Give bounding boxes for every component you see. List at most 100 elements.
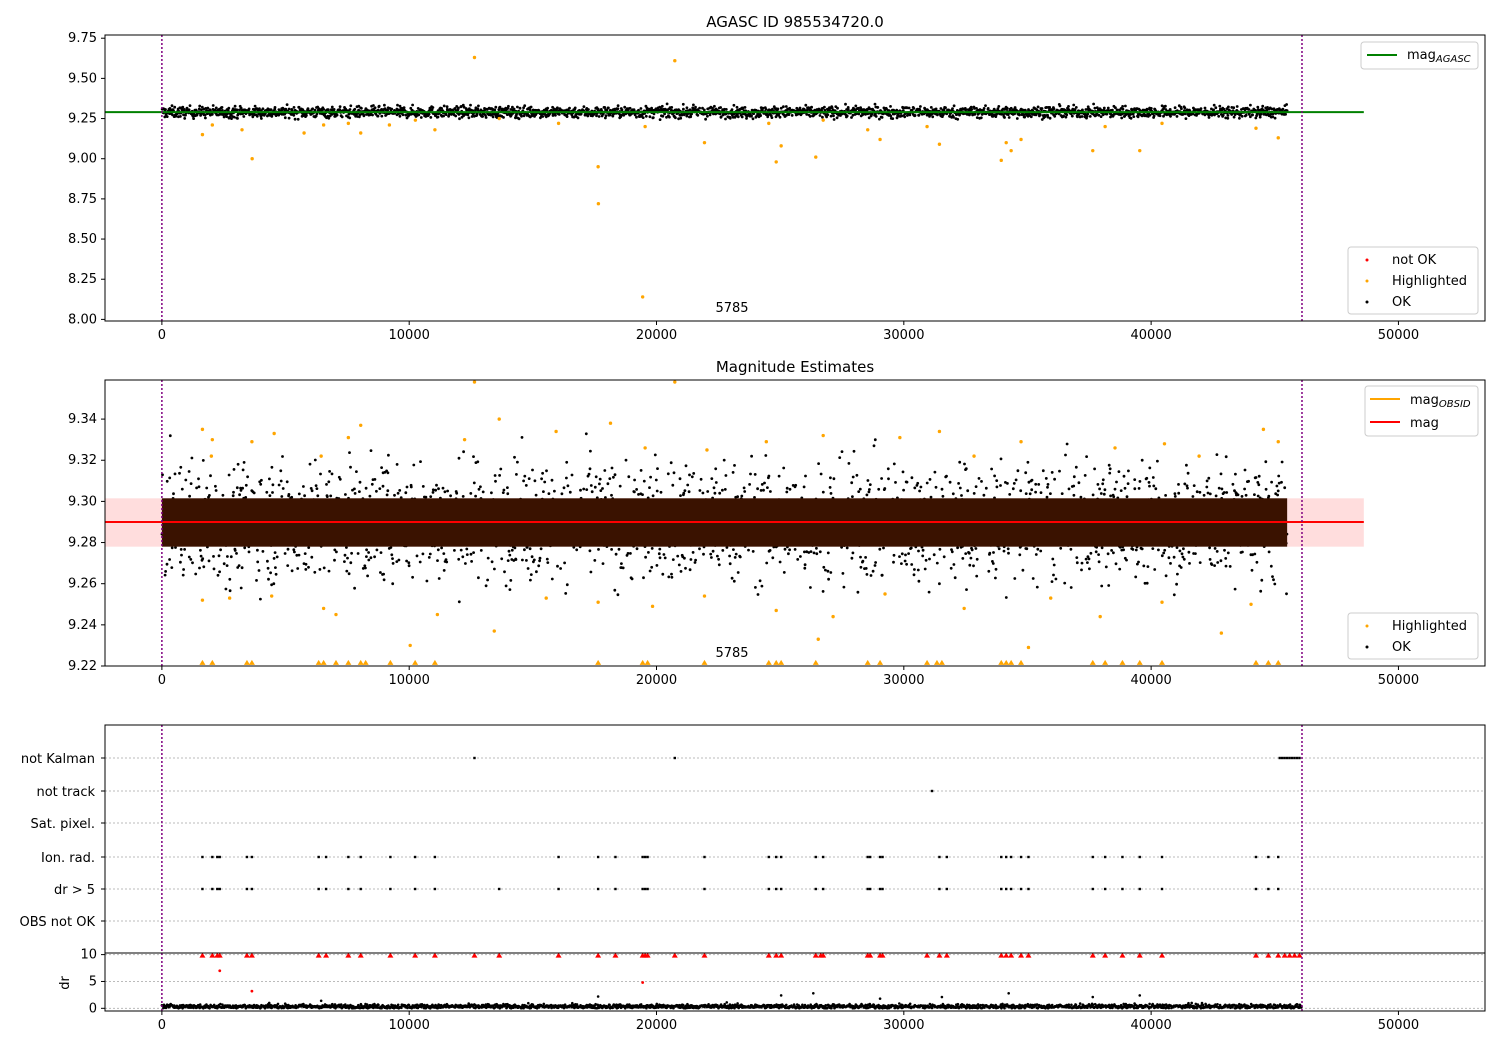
p2-ok-point <box>1039 549 1043 553</box>
p2-ok-point <box>533 479 537 483</box>
p2-ok-point <box>490 560 494 564</box>
p2-ok-point <box>653 453 657 457</box>
p1-ok-point <box>362 114 366 118</box>
p1-highlighted-point <box>387 123 392 127</box>
p2-ok-point <box>809 586 812 589</box>
p2-ok-point <box>1142 564 1146 568</box>
p1-ok-point <box>442 114 445 118</box>
p2-ok-point <box>1014 478 1018 482</box>
p1-ok-point <box>952 115 955 119</box>
p1-highlighted-point <box>878 137 882 142</box>
p2-ok-point <box>1125 495 1129 499</box>
p2-ok-point <box>508 553 512 557</box>
p2-ok-point <box>398 489 402 492</box>
p2-ok-point <box>803 566 807 570</box>
p1-ytick-label: 8.25 <box>68 272 97 287</box>
p2-ok-point <box>235 552 238 555</box>
p2-ok-point <box>1089 551 1093 555</box>
p2-ok-point <box>732 548 735 551</box>
p1-ok-point <box>1070 114 1074 118</box>
p2-ok-point <box>642 479 646 483</box>
p2-ok-point <box>1077 481 1081 485</box>
p2-ok-point <box>778 560 782 564</box>
p2-ok-point <box>358 490 361 493</box>
p2-ok-point <box>923 567 927 571</box>
p1-highlighted-point <box>1276 136 1280 140</box>
p1-ok-point <box>377 104 381 108</box>
p2-ok-point <box>1151 476 1155 479</box>
p2-ok-point <box>1134 575 1138 579</box>
p2-ok-point <box>268 477 271 481</box>
p1-ok-point <box>805 113 809 116</box>
p2-ok-point <box>1133 478 1137 481</box>
p2-ok-point <box>523 474 527 478</box>
p2-ok-point <box>325 495 329 498</box>
p2-ok-point <box>579 488 582 492</box>
p2-ok-point <box>1119 489 1123 492</box>
p2-ok-point <box>1024 471 1028 475</box>
p2-ok-point <box>405 485 409 489</box>
p2-ok-point <box>759 489 763 492</box>
p1-highlighted-point <box>814 155 818 159</box>
p1-ok-point <box>1129 116 1133 120</box>
p2-ok-point <box>809 550 813 553</box>
p2-ok-point <box>698 489 702 492</box>
p1-ok-point <box>225 115 229 118</box>
p2-ok-point <box>900 562 903 565</box>
p2-ok-point <box>678 477 682 481</box>
p2-ok-point <box>1122 548 1125 552</box>
p1-ok-point <box>498 105 502 109</box>
p2-ok-point <box>1028 492 1032 496</box>
p1-highlighted-point <box>1091 148 1095 153</box>
p2-ok-point <box>509 579 513 582</box>
p2-ok-point <box>982 493 986 497</box>
p2-ok-point <box>874 561 877 564</box>
p2-ok-point <box>187 470 191 473</box>
p1-ok-point <box>732 103 736 107</box>
p2-ok-point <box>644 555 647 559</box>
p2-ok-point <box>593 485 597 489</box>
p1-ok-point <box>1235 105 1239 108</box>
p2-ok-point <box>647 551 650 554</box>
p2-ok-point <box>434 488 437 492</box>
p1-ok-point <box>1072 103 1076 107</box>
p2-ok-point <box>283 552 287 555</box>
p2-ok-point <box>842 585 846 589</box>
p1-highlighted-point <box>866 128 870 132</box>
p2-ok-point <box>856 590 860 594</box>
p2-ok-point <box>370 482 374 486</box>
p2-ok-point <box>266 566 270 570</box>
p2-ok-point <box>277 483 281 487</box>
p2-ok-point <box>566 484 570 488</box>
p1-ok-point <box>242 115 246 118</box>
p2-ok-point <box>769 490 772 493</box>
p2-ok-point <box>563 561 566 565</box>
p1-ok-point <box>861 113 864 117</box>
p2-ok-point <box>522 479 525 483</box>
p2-ok-point <box>1137 560 1140 564</box>
p2-ok-point <box>1137 487 1141 490</box>
p2-ok-point <box>861 559 865 563</box>
p2-ok-point <box>788 487 792 491</box>
p1-ok-point <box>648 115 652 119</box>
p2-ok-point <box>236 462 240 466</box>
p1-ok-point <box>1258 115 1262 119</box>
p2-ok-point <box>449 494 452 498</box>
p1-ok-point <box>1273 116 1277 120</box>
p1-ok-point <box>192 117 196 120</box>
p2-ok-point <box>524 484 528 487</box>
p2-ok-point <box>269 571 272 575</box>
p2-ok-point <box>188 494 192 498</box>
p1-ok-point <box>851 113 855 117</box>
p2-ok-point <box>812 551 816 555</box>
p2-ok-point <box>771 556 775 560</box>
p1-ok-point <box>688 108 692 112</box>
p2-ok-point <box>163 573 167 577</box>
p2-ok-point <box>742 486 746 490</box>
p1-highlighted-point <box>240 128 244 132</box>
p2-ok-point <box>905 562 908 566</box>
p1-ok-point <box>523 104 527 108</box>
p1-ok-point <box>1149 107 1153 110</box>
p2-ok-point <box>443 490 447 494</box>
p2-ok-point <box>179 548 183 551</box>
